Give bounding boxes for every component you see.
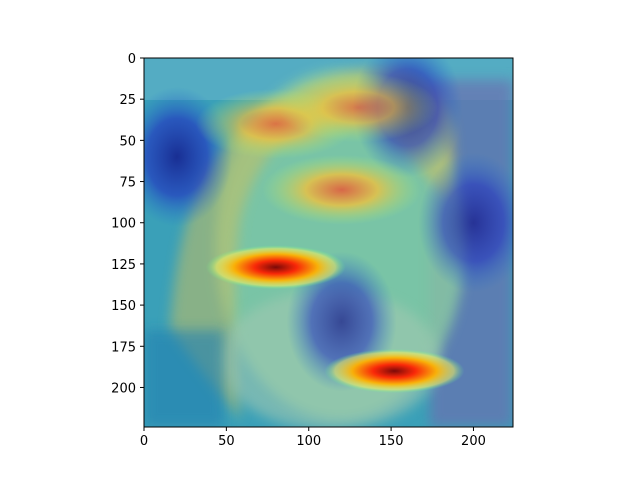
- x-tick-label: 200: [461, 434, 486, 449]
- x-tick-label: 0: [140, 434, 148, 449]
- y-tick-label: 125: [111, 258, 136, 273]
- hotspot-0: [205, 245, 346, 290]
- y-tick-label: 50: [119, 134, 136, 149]
- hotspot-1: [324, 348, 465, 393]
- x-tick-label: 50: [218, 434, 235, 449]
- y-tick-label: 150: [111, 299, 136, 314]
- y-tick-label: 75: [119, 176, 136, 191]
- hair-region: [170, 68, 455, 421]
- hotspot-2: [261, 154, 422, 225]
- y-tick-label: 200: [111, 381, 136, 396]
- x-tick-label: 150: [379, 434, 404, 449]
- coldspot-3: [418, 152, 513, 293]
- plot-frame: [143, 57, 514, 428]
- y-tick-label: 100: [111, 217, 136, 232]
- y-tick-label: 0: [128, 52, 136, 67]
- hotspot-4: [278, 72, 439, 143]
- y-tick-label: 25: [119, 93, 136, 108]
- x-tick-label: 100: [296, 434, 321, 449]
- y-tick-label: 175: [111, 340, 136, 355]
